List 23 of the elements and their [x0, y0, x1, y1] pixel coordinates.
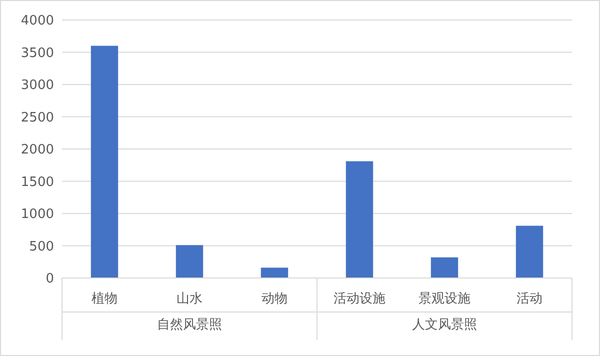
x-tick-label: 山水	[176, 292, 202, 307]
y-tick-label: 500	[29, 239, 54, 254]
x-tick-label: 动物	[262, 292, 288, 307]
bar	[260, 268, 288, 278]
bar	[176, 245, 204, 278]
x-tick-label: 活动	[516, 292, 542, 307]
y-tick-label: 4000	[20, 14, 54, 29]
y-tick-label: 2500	[20, 110, 54, 126]
bar	[346, 161, 374, 278]
text: 自然风景照	[157, 318, 222, 333]
bar	[90, 46, 118, 278]
bar	[430, 257, 458, 278]
text: 人文风景照	[412, 318, 477, 333]
bar	[516, 226, 544, 278]
x-tick-label: 活动设施	[334, 292, 386, 307]
y-tick-label: 1000	[20, 207, 54, 222]
x-tick-label: 植物	[92, 292, 118, 307]
y-tick-label: 0	[46, 272, 54, 287]
y-tick-label: 3500	[20, 46, 54, 61]
y-tick-label: 2000	[20, 142, 54, 158]
y-tick-label: 1500	[20, 174, 54, 190]
x-tick-label: 景观设施	[418, 292, 470, 307]
y-tick-label: 3000	[20, 78, 54, 94]
